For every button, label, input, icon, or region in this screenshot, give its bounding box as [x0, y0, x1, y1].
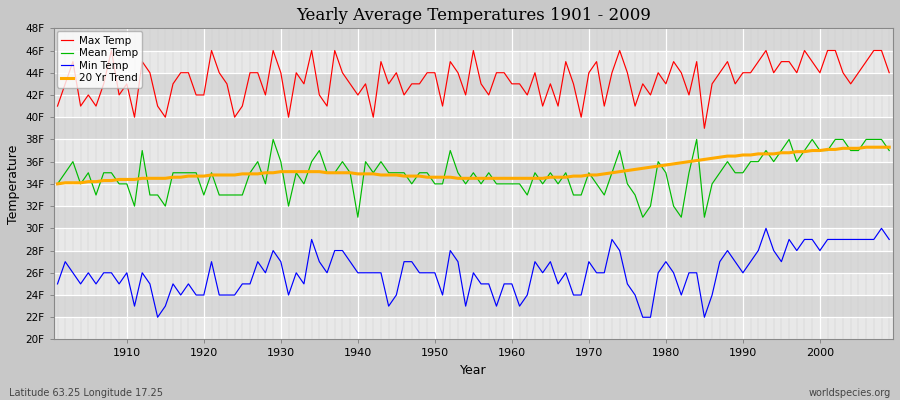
Bar — [54, 228, 893, 250]
Line: Max Temp: Max Temp — [58, 50, 889, 128]
Mean Temp — [353, 215, 364, 220]
20 Yr Trend — [329, 170, 340, 175]
Max Temp — [884, 70, 895, 75]
20 Yr Trend — [499, 176, 509, 181]
Mean Temp — [291, 170, 302, 175]
Bar — [54, 28, 893, 50]
Max Temp — [337, 70, 347, 75]
Bar — [54, 95, 893, 117]
X-axis label: Year: Year — [460, 364, 487, 377]
Max Temp — [607, 70, 617, 75]
20 Yr Trend — [113, 177, 124, 182]
Mean Temp — [615, 148, 626, 153]
Text: Latitude 63.25 Longitude 17.25: Latitude 63.25 Longitude 17.25 — [9, 388, 163, 398]
Line: Mean Temp: Mean Temp — [58, 140, 889, 217]
Max Temp — [291, 70, 302, 75]
20 Yr Trend — [598, 172, 609, 176]
Bar — [54, 295, 893, 317]
Bar — [54, 73, 893, 95]
Max Temp — [699, 126, 710, 131]
Mean Temp — [267, 137, 278, 142]
Min Temp — [52, 282, 63, 286]
Mean Temp — [884, 148, 895, 153]
Min Temp — [152, 315, 163, 320]
Max Temp — [52, 104, 63, 108]
Bar — [54, 317, 893, 340]
Bar — [54, 206, 893, 228]
20 Yr Trend — [52, 182, 63, 186]
Max Temp — [106, 48, 117, 53]
20 Yr Trend — [860, 145, 871, 150]
Line: Min Temp: Min Temp — [58, 228, 889, 317]
Max Temp — [122, 82, 132, 86]
Min Temp — [337, 248, 347, 253]
20 Yr Trend — [507, 176, 517, 181]
Bar — [54, 140, 893, 162]
Min Temp — [113, 282, 124, 286]
Bar — [54, 162, 893, 184]
Bar — [54, 117, 893, 140]
Mean Temp — [113, 182, 124, 186]
Line: 20 Yr Trend: 20 Yr Trend — [58, 147, 889, 184]
Bar — [54, 273, 893, 295]
Mean Temp — [514, 182, 525, 186]
Y-axis label: Temperature: Temperature — [7, 144, 20, 224]
Text: worldspecies.org: worldspecies.org — [809, 388, 891, 398]
Min Temp — [291, 270, 302, 275]
20 Yr Trend — [284, 169, 294, 174]
Min Temp — [514, 304, 525, 308]
Min Temp — [760, 226, 771, 231]
Mean Temp — [52, 182, 63, 186]
Bar — [54, 184, 893, 206]
Title: Yearly Average Temperatures 1901 - 2009: Yearly Average Temperatures 1901 - 2009 — [296, 7, 651, 24]
Min Temp — [507, 282, 517, 286]
Max Temp — [507, 82, 517, 86]
Bar — [54, 250, 893, 273]
20 Yr Trend — [884, 145, 895, 150]
Bar — [54, 50, 893, 73]
Mean Temp — [522, 192, 533, 197]
Mean Temp — [337, 159, 347, 164]
Min Temp — [884, 237, 895, 242]
Legend: Max Temp, Mean Temp, Min Temp, 20 Yr Trend: Max Temp, Mean Temp, Min Temp, 20 Yr Tre… — [57, 32, 142, 88]
Min Temp — [607, 237, 617, 242]
Max Temp — [514, 82, 525, 86]
